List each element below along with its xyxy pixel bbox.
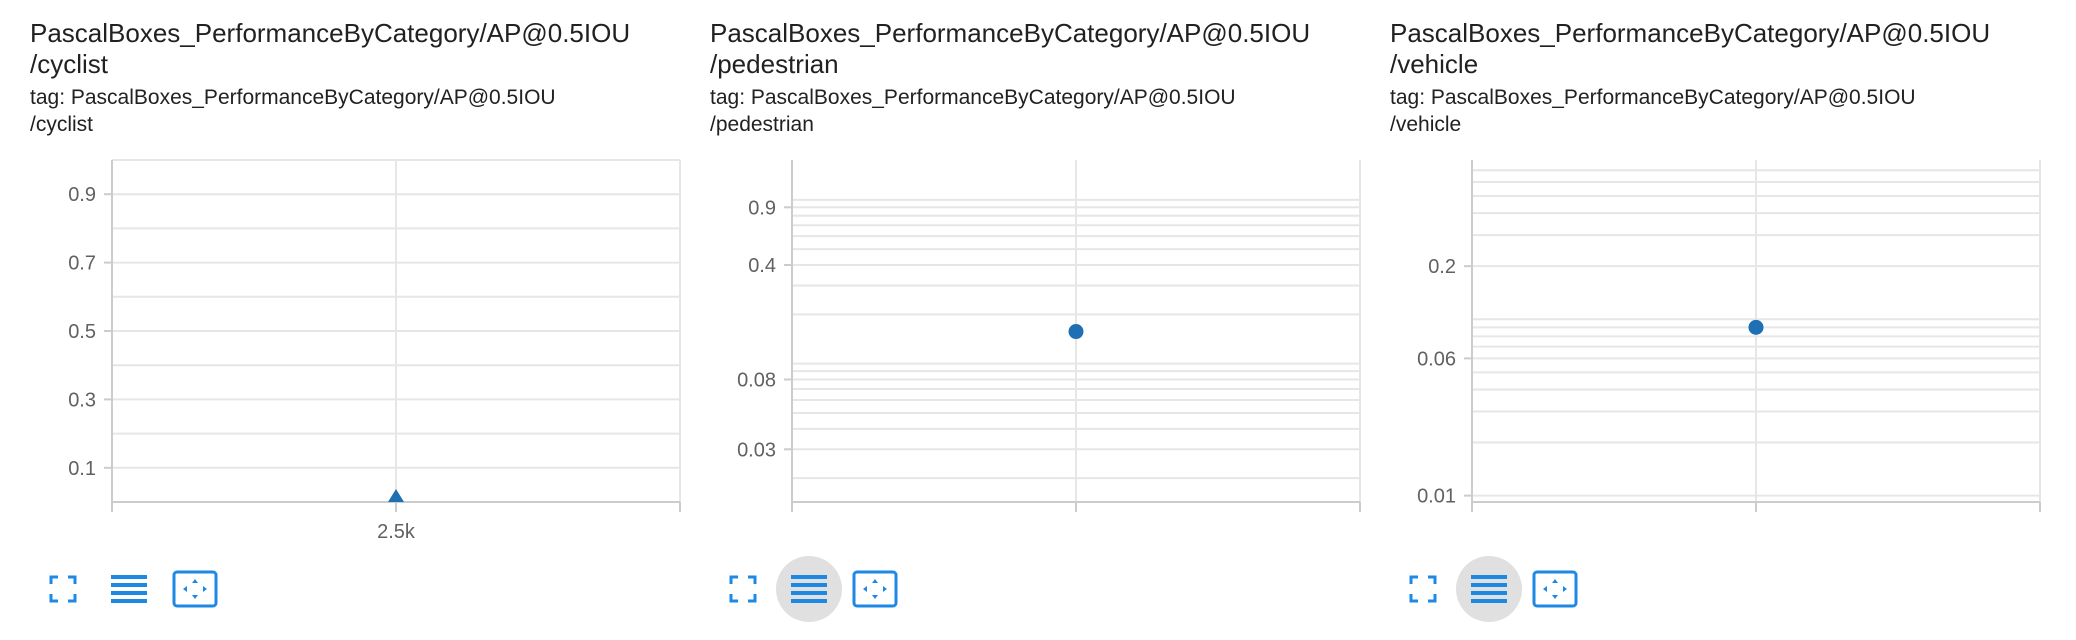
card-tag-line2: /vehicle: [1390, 113, 1462, 136]
y-tick-label: 0.5: [68, 321, 96, 343]
chart-toolbar: [30, 556, 228, 622]
y-tick-label: 0.9: [68, 184, 96, 206]
y-tick-label: 0.01: [1417, 486, 1456, 508]
card-title: PascalBoxes_PerformanceByCategory/AP@0.5…: [1390, 18, 2040, 80]
chart-card-vehicle: PascalBoxes_PerformanceByCategory/AP@0.5…: [1360, 0, 2041, 640]
chart-card-pedestrian: PascalBoxes_PerformanceByCategory/AP@0.5…: [680, 0, 1361, 640]
fullscreen-button[interactable]: [1390, 556, 1456, 622]
y-tick-label: 0.2: [1428, 256, 1456, 278]
card-tag-line2: /pedestrian: [710, 113, 814, 136]
data-table-button[interactable]: [96, 556, 162, 622]
fit-domain-icon: [852, 570, 898, 608]
y-tick-label: 0.9: [748, 197, 776, 219]
grid-lines: [104, 159, 681, 512]
data-table-button[interactable]: [1456, 556, 1522, 622]
card-title: PascalBoxes_PerformanceByCategory/AP@0.5…: [710, 18, 1360, 80]
y-tick-label: 0.3: [68, 389, 96, 411]
fit-domain-button[interactable]: [162, 556, 228, 622]
card-title: PascalBoxes_PerformanceByCategory/AP@0.5…: [30, 18, 680, 80]
fit-domain-icon: [172, 570, 218, 608]
card-title-line1: PascalBoxes_PerformanceByCategory/AP@0.5…: [710, 18, 1311, 48]
fullscreen-button[interactable]: [30, 556, 96, 622]
card-tag: tag: PascalBoxes_PerformanceByCategory/A…: [710, 84, 1360, 138]
card-tag-line2: /cyclist: [30, 113, 93, 136]
card-title-line1: PascalBoxes_PerformanceByCategory/AP@0.5…: [30, 18, 631, 48]
chart-toolbar: [1390, 556, 1588, 622]
fullscreen-icon: [729, 575, 757, 603]
x-tick-label: 2.5k: [377, 521, 416, 543]
data-point-marker[interactable]: [1068, 324, 1084, 340]
card-title-line2: /cyclist: [30, 49, 108, 79]
chart-plot-cyclist[interactable]: 0.1 0.3 0.5 0.7 0.9 2.5k: [0, 150, 681, 560]
y-tick-label: 0.4: [748, 255, 776, 277]
chart-plot-vehicle[interactable]: 0.01 0.06 0.2: [1360, 150, 2041, 560]
data-point-marker[interactable]: [388, 489, 404, 502]
card-title-line2: /vehicle: [1390, 49, 1479, 79]
y-tick-label: 0.06: [1417, 348, 1456, 370]
chart-toolbar: [710, 556, 908, 622]
chart-plot-pedestrian[interactable]: 0.03 0.08 0.4 0.9: [680, 150, 1361, 560]
card-tag-line1: tag: PascalBoxes_PerformanceByCategory/A…: [30, 86, 556, 109]
card-tag: tag: PascalBoxes_PerformanceByCategory/A…: [1390, 84, 2040, 138]
card-tag-line1: tag: PascalBoxes_PerformanceByCategory/A…: [1390, 86, 1916, 109]
data-point-marker[interactable]: [1748, 319, 1764, 335]
grid-lines: [1464, 160, 2041, 512]
card-title-line1: PascalBoxes_PerformanceByCategory/AP@0.5…: [1390, 18, 1991, 48]
y-tick-label: 0.1: [68, 458, 96, 480]
y-tick-label: 0.7: [68, 253, 96, 275]
card-tag: tag: PascalBoxes_PerformanceByCategory/A…: [30, 84, 680, 138]
y-tick-label: 0.08: [737, 370, 776, 392]
data-table-icon: [1471, 575, 1507, 603]
data-table-button[interactable]: [776, 556, 842, 622]
data-table-icon: [791, 575, 827, 603]
fit-domain-button[interactable]: [1522, 556, 1588, 622]
data-table-icon: [111, 575, 147, 603]
card-tag-line1: tag: PascalBoxes_PerformanceByCategory/A…: [710, 86, 1236, 109]
fit-domain-button[interactable]: [842, 556, 908, 622]
fullscreen-icon: [49, 575, 77, 603]
fit-domain-icon: [1532, 570, 1578, 608]
chart-card-cyclist: PascalBoxes_PerformanceByCategory/AP@0.5…: [0, 0, 681, 640]
y-tick-label: 0.03: [737, 439, 776, 461]
fullscreen-button[interactable]: [710, 556, 776, 622]
card-title-line2: /pedestrian: [710, 49, 839, 79]
fullscreen-icon: [1409, 575, 1437, 603]
